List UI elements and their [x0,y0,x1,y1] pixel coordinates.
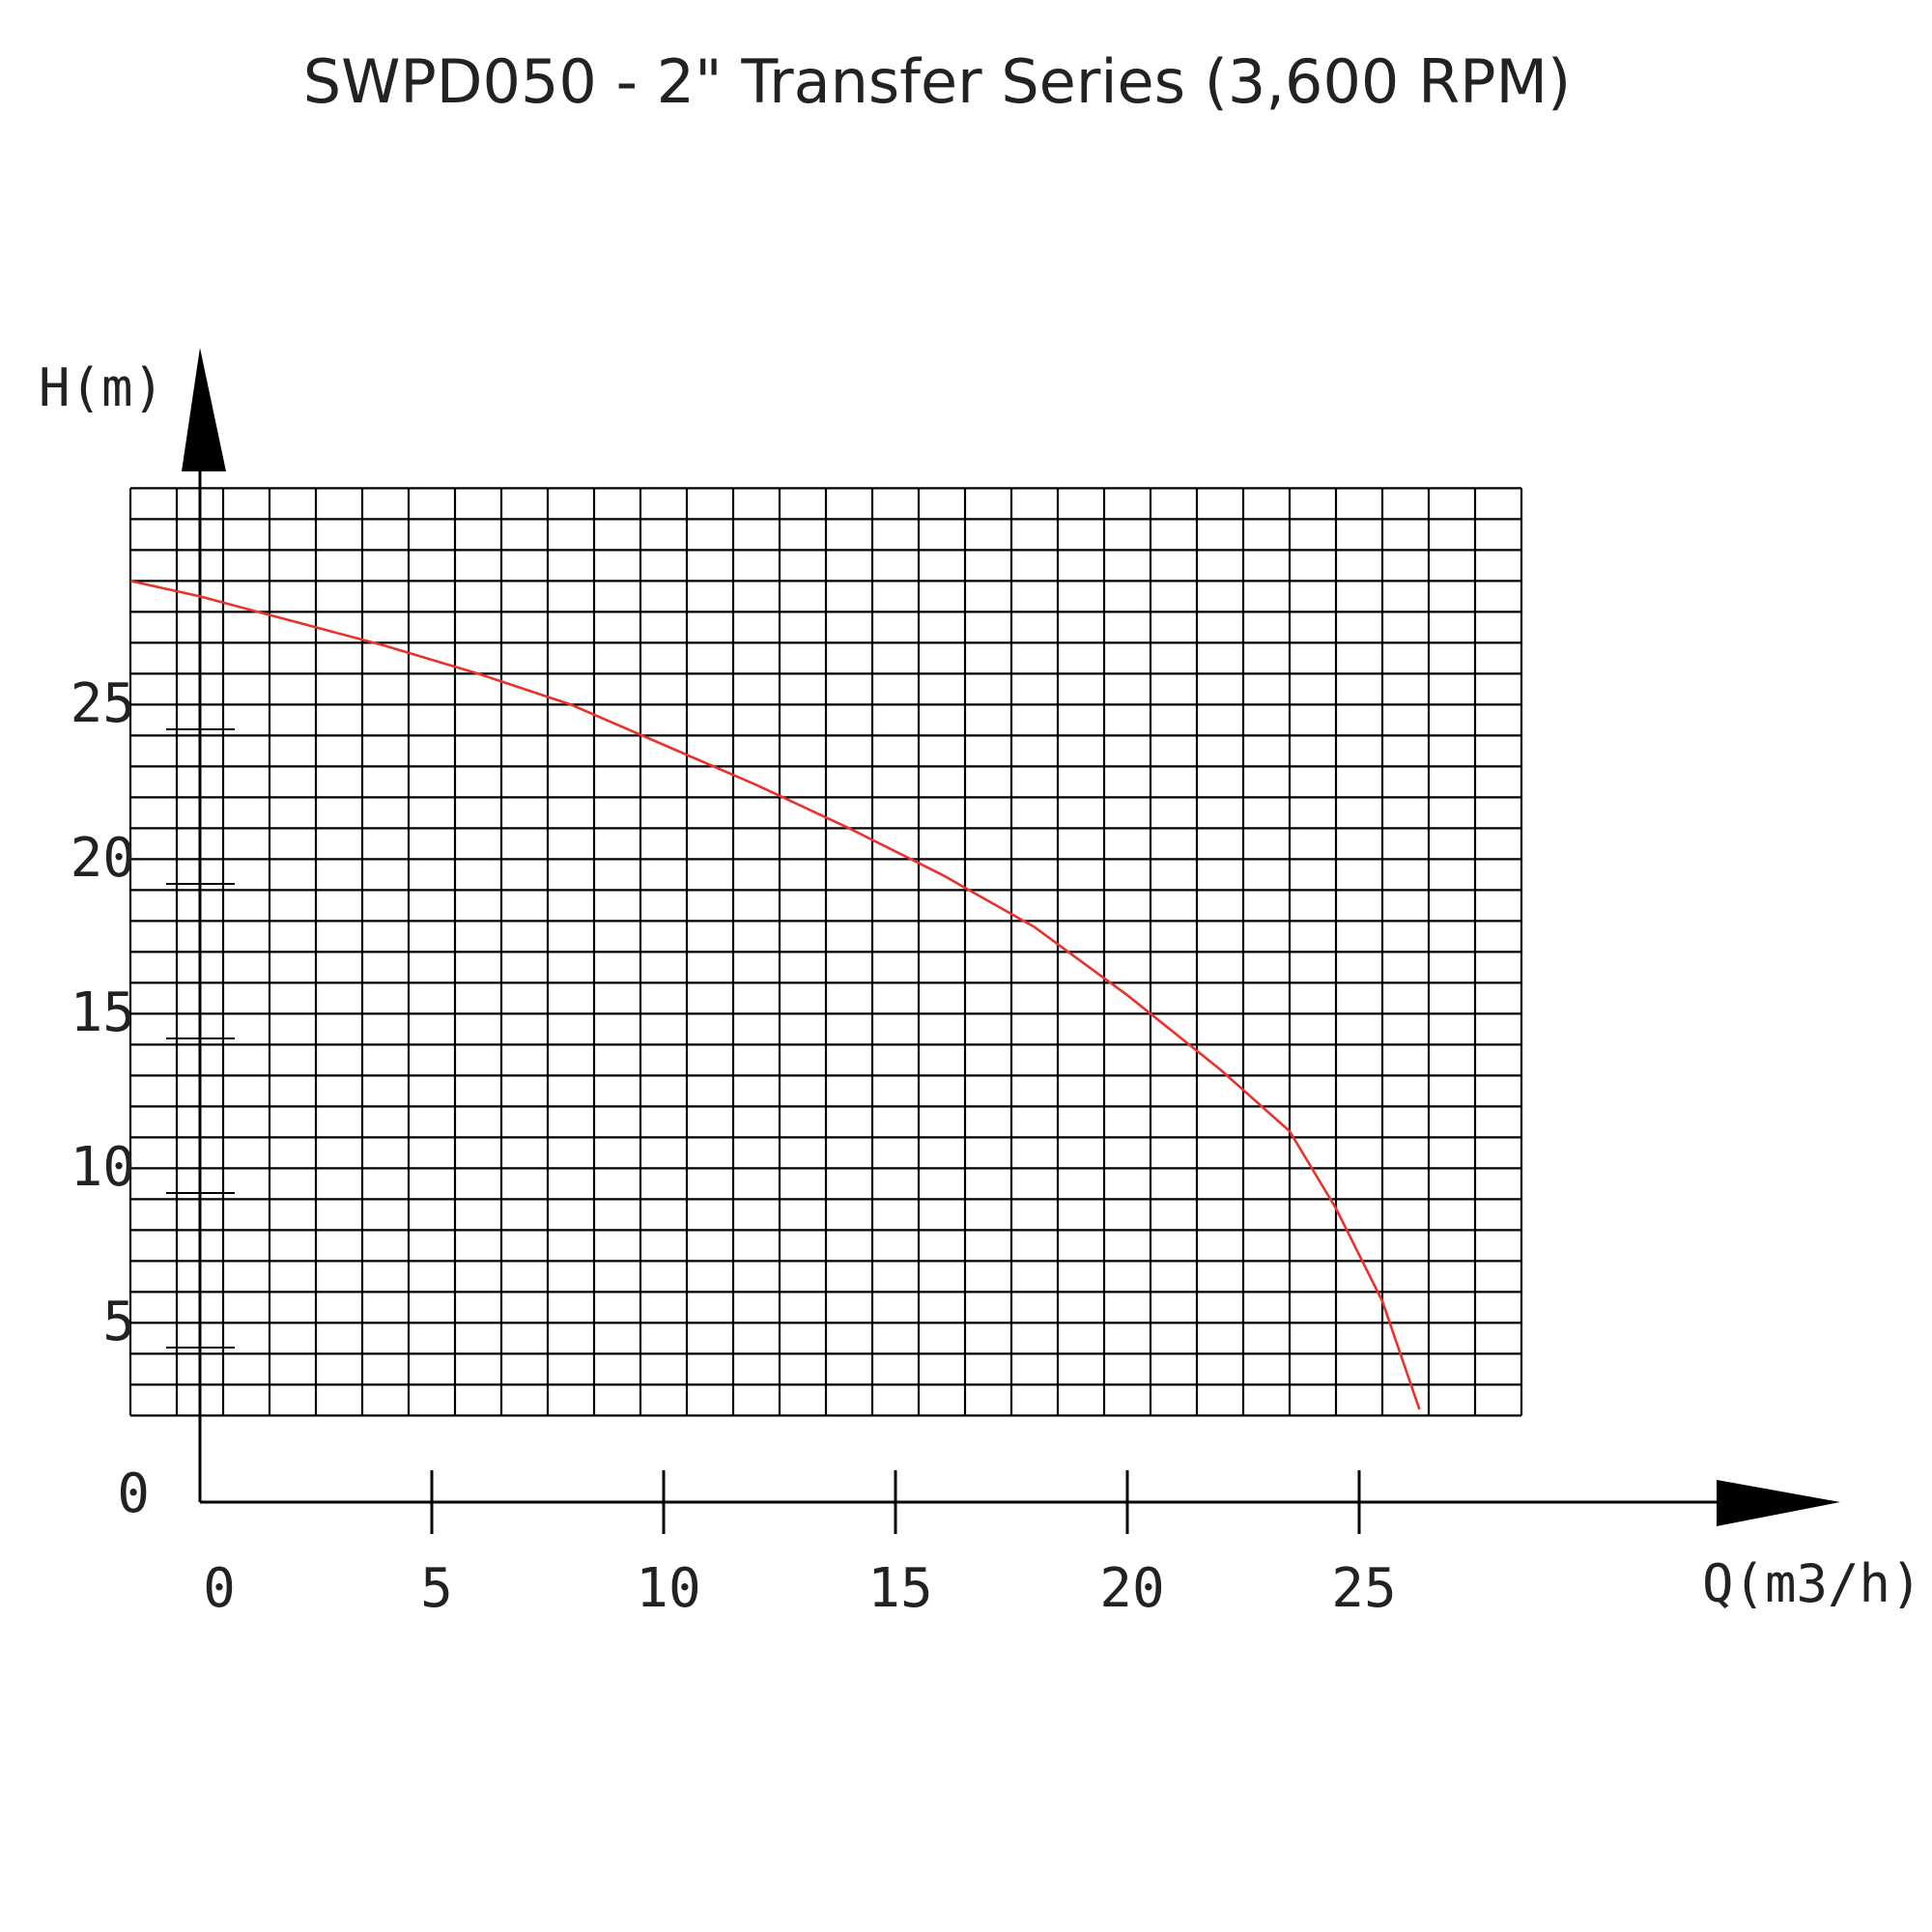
tick-labels: 0 5 10 15 20 25 0 5 10 15 20 25 [71,672,1397,1620]
series [129,580,1421,1410]
series-line-0 [129,580,1421,1410]
y-tick-label: 0 [117,1463,150,1525]
x-tick-label: 0 [203,1557,236,1620]
y-axis-label: H(m) [39,357,164,418]
y-tick-label: 20 [71,827,135,890]
x-tick-label: 10 [636,1557,700,1620]
y-tick-label: 5 [102,1291,135,1353]
x-tick-label: 25 [1331,1557,1396,1620]
grid [128,487,1523,1417]
x-tick-label: 20 [1099,1557,1164,1620]
y-tick-label: 15 [71,981,135,1044]
x-tick-label: 15 [867,1557,932,1620]
y-tick-label: 10 [71,1136,135,1199]
x-axis-label: Q(m3/h) [1702,1553,1922,1614]
chart-title: SWPD050 - 2" Transfer Series (3,600 RPM) [302,46,1572,117]
x-tick-label: 5 [420,1557,453,1620]
x-axis-arrow [1717,1480,1840,1526]
axes [182,348,1840,1526]
y-axis-arrow [182,348,226,471]
ticks [166,728,1361,1534]
y-tick-label: 25 [71,672,135,735]
